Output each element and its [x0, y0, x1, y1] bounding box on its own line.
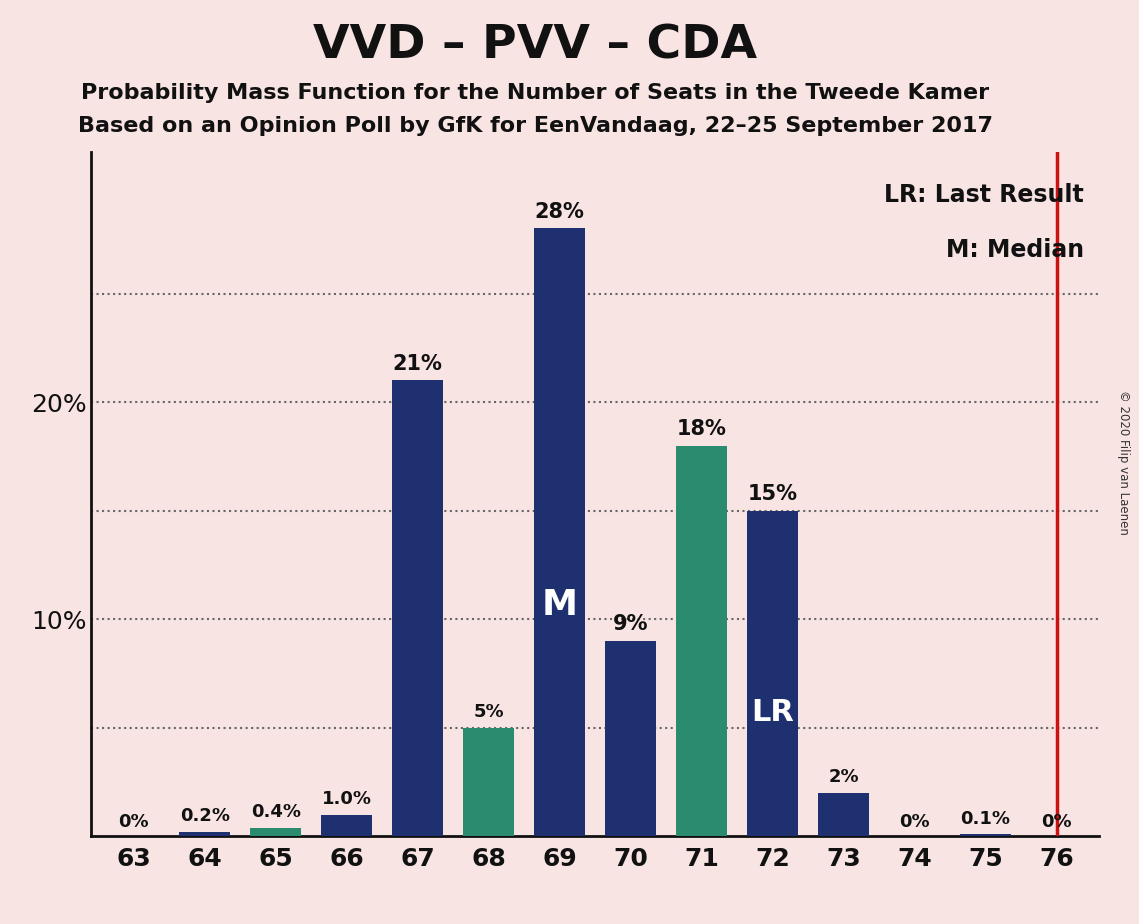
Bar — [677, 445, 727, 836]
Text: M: Median: M: Median — [945, 238, 1084, 261]
Bar — [605, 641, 656, 836]
Text: 18%: 18% — [677, 419, 727, 439]
Text: 1.0%: 1.0% — [321, 790, 371, 808]
Text: © 2020 Filip van Laenen: © 2020 Filip van Laenen — [1117, 390, 1130, 534]
Bar — [251, 828, 301, 836]
Bar — [818, 793, 869, 836]
Text: LR: LR — [751, 698, 794, 727]
Text: 21%: 21% — [393, 354, 443, 374]
Text: LR: Last Result: LR: Last Result — [884, 183, 1084, 207]
Text: 2%: 2% — [828, 768, 859, 786]
Bar — [747, 511, 798, 836]
Text: 9%: 9% — [613, 614, 648, 635]
Bar — [321, 815, 372, 836]
Text: 0%: 0% — [1041, 813, 1072, 831]
Text: Based on an Opinion Poll by GfK for EenVandaag, 22–25 September 2017: Based on an Opinion Poll by GfK for EenV… — [77, 116, 993, 136]
Text: 15%: 15% — [747, 484, 797, 505]
Text: 0%: 0% — [118, 813, 149, 831]
Text: 0.4%: 0.4% — [251, 803, 301, 821]
Text: 0.1%: 0.1% — [960, 809, 1010, 828]
Text: VVD – PVV – CDA: VVD – PVV – CDA — [313, 23, 757, 68]
Text: 28%: 28% — [534, 202, 584, 222]
Text: Probability Mass Function for the Number of Seats in the Tweede Kamer: Probability Mass Function for the Number… — [81, 83, 990, 103]
Bar — [960, 834, 1011, 836]
Bar — [464, 728, 514, 836]
Bar — [392, 381, 443, 836]
Text: 0.2%: 0.2% — [180, 808, 230, 825]
Text: M: M — [542, 589, 577, 622]
Bar — [534, 228, 585, 836]
Bar — [179, 832, 230, 836]
Text: 0%: 0% — [900, 813, 929, 831]
Text: 5%: 5% — [474, 703, 503, 721]
